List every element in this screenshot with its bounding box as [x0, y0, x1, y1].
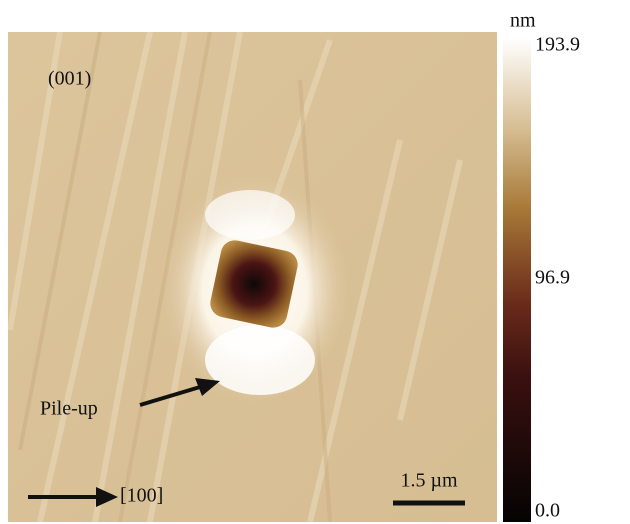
afm-image	[8, 32, 497, 522]
orientation-label: (001)	[48, 68, 91, 90]
colorbar-tick-label: 193.9	[535, 34, 580, 56]
direction-label: [100]	[120, 485, 163, 507]
colorbar-tick-label: 0.0	[535, 500, 560, 522]
figure: (001) Pile-up [100] 1.5 µm nm 0.0 96.9 193…	[0, 0, 630, 524]
colorbar	[503, 38, 531, 522]
colorbar-tick-label: 96.9	[535, 267, 570, 289]
colorbar-unit: nm	[510, 10, 536, 32]
scale-bar-label: 1.5 µm	[400, 470, 458, 492]
annotation: Pile-up	[40, 398, 98, 420]
